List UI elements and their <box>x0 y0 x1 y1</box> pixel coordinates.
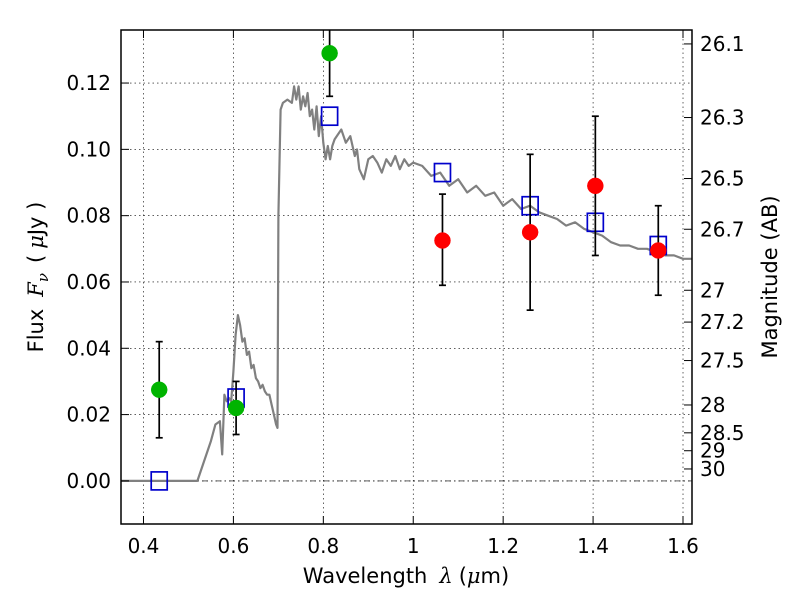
y-tick-label: 0.08 <box>66 204 111 228</box>
axes: 0.4 0.6 0.8 1 1.2 1.4 1.6 0.00 0.02 0.04 0.06 0.08 0… <box>66 30 745 558</box>
observed-point <box>587 177 604 195</box>
y-tick-label: 0.04 <box>66 336 111 360</box>
y2-tick-label: 29 <box>700 439 725 463</box>
y2-tick-label: 26.5 <box>700 167 745 191</box>
x-axis-label: Wavelength λ (μm) <box>303 564 509 588</box>
observed-point <box>321 44 338 62</box>
x-tick-label: 0.4 <box>128 534 160 558</box>
observed-point <box>227 399 245 417</box>
y2-axis-label: Magnitude (AB) <box>758 195 782 358</box>
y2-tick-label: 27.2 <box>700 310 745 334</box>
model-spectrum-line <box>121 85 692 482</box>
y-tick-label: 0.10 <box>66 137 111 161</box>
y-tick-label: 0.06 <box>66 270 111 294</box>
grid-lines <box>121 30 692 524</box>
y-tick-label: 0.00 <box>66 469 111 493</box>
x-tick-label: 1 <box>407 534 420 558</box>
x-tick-label: 1.4 <box>577 534 609 558</box>
x-tick-label: 1.6 <box>667 534 699 558</box>
y2-tick-label: 27.5 <box>700 349 745 373</box>
y2-tick-label: 28 <box>700 393 725 417</box>
observed-point <box>521 223 539 241</box>
x-tick-label: 0.8 <box>307 534 339 558</box>
y2-tick-label: 28.5 <box>700 421 745 445</box>
observed-point <box>650 242 667 259</box>
model-band-square <box>150 471 169 491</box>
y-tick-label: 0.02 <box>66 403 111 427</box>
y-axis-label: FluxFν(μJy ) <box>24 202 52 353</box>
y2-tick-label: 26.1 <box>700 32 745 56</box>
model-band-square <box>320 106 339 127</box>
y2-tick-label: 26.7 <box>700 217 745 241</box>
plot-area <box>121 30 692 491</box>
model-band-square <box>433 162 452 183</box>
y2-tick-label: 26.3 <box>700 106 745 130</box>
x-tick-label: 1.2 <box>487 534 519 558</box>
y-tick-label: 0.12 <box>66 71 111 95</box>
observed-point <box>434 232 451 249</box>
observed-point <box>150 381 168 398</box>
y2-tick-label: 30 <box>700 457 725 481</box>
x-tick-label: 0.6 <box>217 534 249 558</box>
plot-frame <box>120 29 693 525</box>
y2-tick-label: 27 <box>700 278 725 302</box>
